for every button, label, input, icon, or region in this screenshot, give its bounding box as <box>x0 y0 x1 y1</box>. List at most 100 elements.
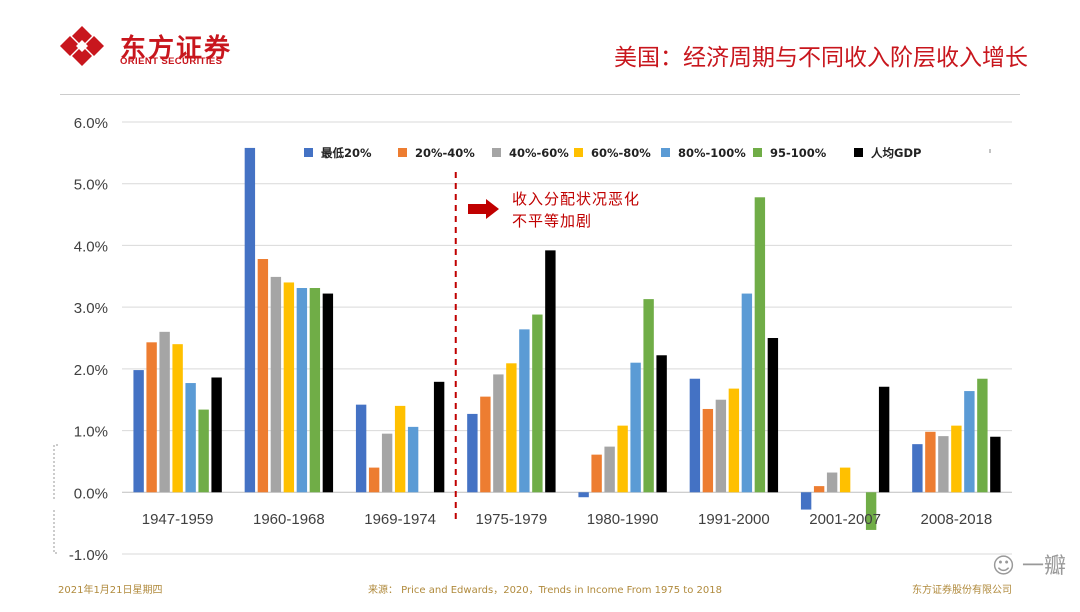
footer-date: 2021年1月21日星期四 <box>58 585 163 596</box>
annotation-line-1: 收入分配状况恶化 <box>512 190 640 208</box>
bar <box>604 446 615 493</box>
bar <box>990 436 1001 493</box>
bar <box>977 378 988 493</box>
legend-label: 40%-60% <box>509 146 569 160</box>
bar <box>754 197 766 493</box>
y-tick-label: 1.0% <box>74 424 108 441</box>
x-tick-label: 1947-1959 <box>142 511 214 528</box>
bar <box>800 492 812 510</box>
bar <box>878 386 890 493</box>
bar <box>133 370 144 493</box>
x-tick-label: 2001-2007 <box>809 511 881 528</box>
bar <box>643 299 654 493</box>
bar <box>813 486 825 493</box>
bar <box>839 467 851 493</box>
bar <box>591 454 602 493</box>
bar <box>185 383 196 493</box>
orient-logo-icon <box>60 26 104 66</box>
bar <box>702 408 714 493</box>
bar <box>767 338 779 493</box>
watermark-text: 一瓣 <box>1021 554 1066 579</box>
annotation-line-2: 不平等加剧 <box>512 212 592 230</box>
bar <box>198 409 209 493</box>
bar <box>938 436 949 493</box>
bar <box>381 433 393 493</box>
header-divider <box>60 94 1020 95</box>
gridlines <box>122 121 1012 555</box>
bar <box>309 288 321 493</box>
bar <box>355 404 367 493</box>
legend-label: 最低20% <box>321 146 372 160</box>
annotation: 收入分配状况恶化 不平等加剧 <box>468 190 640 230</box>
bar <box>925 431 936 493</box>
bar <box>519 329 530 493</box>
bar <box>467 413 478 493</box>
legend-swatch <box>854 148 863 157</box>
bar <box>146 342 157 493</box>
y-tick-label: 6.0% <box>74 115 108 132</box>
legend-swatch <box>304 148 313 157</box>
bar <box>689 378 701 493</box>
bar <box>545 250 556 493</box>
footer-company: 东方证券股份有限公司 <box>912 585 1012 596</box>
bar <box>506 363 517 493</box>
y-tick-label: 3.0% <box>74 300 108 317</box>
bar <box>715 399 727 493</box>
bar <box>493 374 504 493</box>
y-tick-label: -1.0% <box>69 547 108 564</box>
legend-label: 60%-80% <box>591 146 651 160</box>
bar <box>270 276 282 493</box>
bars <box>133 147 1001 530</box>
logo-text-cn: 东方证券 <box>120 34 233 64</box>
bar <box>741 293 753 493</box>
legend-swatch <box>398 148 407 157</box>
bar <box>951 425 962 493</box>
bar <box>368 467 380 493</box>
x-tick-label: 2008-2018 <box>921 511 993 528</box>
bar <box>826 472 838 493</box>
wechat-icon: ☺ <box>992 554 1015 579</box>
x-tick-label: 1975-1979 <box>476 511 548 528</box>
bar <box>617 425 628 493</box>
legend-swatch <box>753 148 762 157</box>
bar <box>159 331 170 493</box>
bar <box>322 293 334 493</box>
legend-label: 80%-100% <box>678 146 746 160</box>
legend-label: 95-100% <box>770 146 827 160</box>
legend-swatch <box>492 148 501 157</box>
bar <box>296 288 308 493</box>
y-tick-label: 2.0% <box>74 362 108 379</box>
y-tick-label: 5.0% <box>74 177 108 194</box>
logo: 东方证券 ORIENT SECURITIES <box>52 24 252 74</box>
bar <box>480 396 491 493</box>
legend: 最低20% 20%-40% 40%-60% 60%-80% 80%-100% 95-100… <box>304 146 921 160</box>
bar <box>656 355 667 493</box>
bar <box>912 444 923 493</box>
bar <box>394 405 406 493</box>
left-bracket <box>53 444 58 554</box>
bar <box>433 381 445 493</box>
bar <box>172 344 183 493</box>
logo-text-en: ORIENT SECURITIES <box>120 56 223 67</box>
legend-label: 人均GDP <box>871 146 921 160</box>
x-axis-ticks: 1947-1959 1960-1968 1969-1974 1975-1979 1980… <box>142 511 992 528</box>
y-tick-label: 4.0% <box>74 238 108 255</box>
bar <box>865 492 877 530</box>
x-tick-label: 1969-1974 <box>364 511 436 528</box>
legend-label: 20%-40% <box>415 146 475 160</box>
bar <box>257 259 269 493</box>
footer-source: 来源： Price and Edwards，2020，Trends in Inc… <box>368 585 722 596</box>
bar <box>728 388 740 493</box>
bar <box>532 314 543 493</box>
x-tick-label: 1991-2000 <box>698 511 770 528</box>
legend-swatch <box>661 148 670 157</box>
bar <box>407 426 419 493</box>
bar <box>630 362 641 493</box>
y-axis-ticks: -1.0% 0.0% 1.0% 2.0% 3.0% 4.0% 5.0% 6.0% <box>69 115 108 564</box>
bar <box>964 391 975 493</box>
bar <box>283 282 295 493</box>
x-tick-label: 1960-1968 <box>253 511 325 528</box>
watermark: ☺ 一瓣 <box>992 548 1066 580</box>
